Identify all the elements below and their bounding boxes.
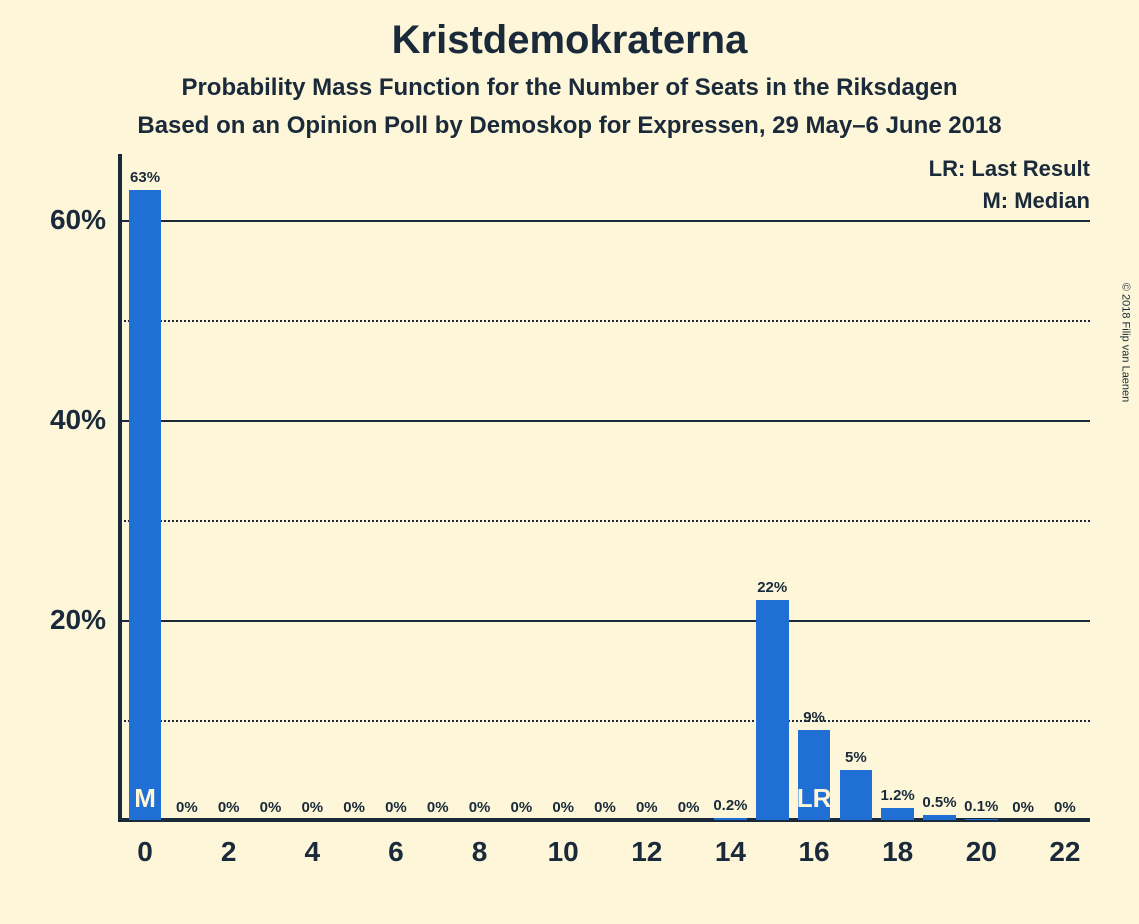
x-tick-label: 0: [137, 820, 153, 868]
y-tick-label: 20%: [50, 604, 120, 636]
plot-area: 20%40%60%024681012141618202263%M0%0%0%0%…: [120, 160, 1090, 820]
x-tick-label: 6: [388, 820, 404, 868]
gridline-major: [120, 420, 1090, 422]
bar-value-label: 0%: [636, 799, 658, 820]
bar-value-label: 63%: [130, 169, 160, 190]
bar-value-label: 0%: [385, 799, 407, 820]
bar-value-label: 0%: [343, 799, 365, 820]
gridline-minor: [120, 520, 1090, 522]
y-tick-label: 60%: [50, 204, 120, 236]
bar-value-label: 0%: [552, 799, 574, 820]
attribution: © 2018 Filip van Laenen: [1119, 283, 1131, 402]
bar: 5%: [840, 770, 873, 820]
x-tick-label: 2: [221, 820, 237, 868]
bar-value-label: 0%: [1054, 799, 1076, 820]
x-tick-label: 16: [798, 820, 829, 868]
bar: 22%: [756, 600, 789, 820]
bar-value-label: 0%: [176, 799, 198, 820]
bar-inner-label: M: [134, 783, 156, 814]
y-tick-label: 40%: [50, 404, 120, 436]
bar-value-label: 0.1%: [964, 798, 998, 819]
bar-value-label: 0.2%: [713, 797, 747, 818]
legend-lr: LR: Last Result: [929, 156, 1090, 182]
chart-subtitle-1: Probability Mass Function for the Number…: [0, 74, 1139, 102]
bar-value-label: 0%: [427, 799, 449, 820]
bar-value-label: 1.2%: [881, 787, 915, 808]
x-tick-label: 4: [305, 820, 321, 868]
bar-value-label: 0%: [469, 799, 491, 820]
bar-value-label: 0%: [511, 799, 533, 820]
bar-value-label: 0%: [301, 799, 323, 820]
bar-value-label: 9%: [803, 709, 825, 730]
gridline-minor: [120, 320, 1090, 322]
bar-value-label: 0%: [1012, 799, 1034, 820]
bar: 63%M: [129, 190, 162, 820]
chart-subtitle-2: Based on an Opinion Poll by Demoskop for…: [0, 112, 1139, 140]
bar: 1.2%: [881, 808, 914, 820]
gridline-major: [120, 620, 1090, 622]
legend: LR: Last Result M: Median: [929, 156, 1090, 220]
bar: 0.1%: [965, 819, 998, 820]
bar-inner-label: LR: [797, 783, 832, 814]
y-axis: [118, 154, 122, 820]
x-tick-label: 12: [631, 820, 662, 868]
bar-value-label: 0%: [678, 799, 700, 820]
bar-value-label: 0%: [260, 799, 282, 820]
gridline-major: [120, 220, 1090, 222]
chart-title: Kristdemokraterna: [0, 18, 1139, 63]
legend-m: M: Median: [929, 188, 1090, 214]
bar-chart: 20%40%60%024681012141618202263%M0%0%0%0%…: [120, 160, 1090, 820]
bar-value-label: 22%: [757, 579, 787, 600]
bar-value-label: 0%: [218, 799, 240, 820]
x-tick-label: 20: [966, 820, 997, 868]
bar-value-label: 5%: [845, 749, 867, 770]
bar: 0.2%: [714, 818, 747, 820]
bar-value-label: 0.5%: [922, 794, 956, 815]
x-tick-label: 18: [882, 820, 913, 868]
gridline-minor: [120, 720, 1090, 722]
x-tick-label: 22: [1049, 820, 1080, 868]
bar: 9%LR: [798, 730, 831, 820]
x-tick-label: 10: [548, 820, 579, 868]
x-tick-label: 8: [472, 820, 488, 868]
bar-value-label: 0%: [594, 799, 616, 820]
x-tick-label: 14: [715, 820, 746, 868]
bar: 0.5%: [923, 815, 956, 820]
